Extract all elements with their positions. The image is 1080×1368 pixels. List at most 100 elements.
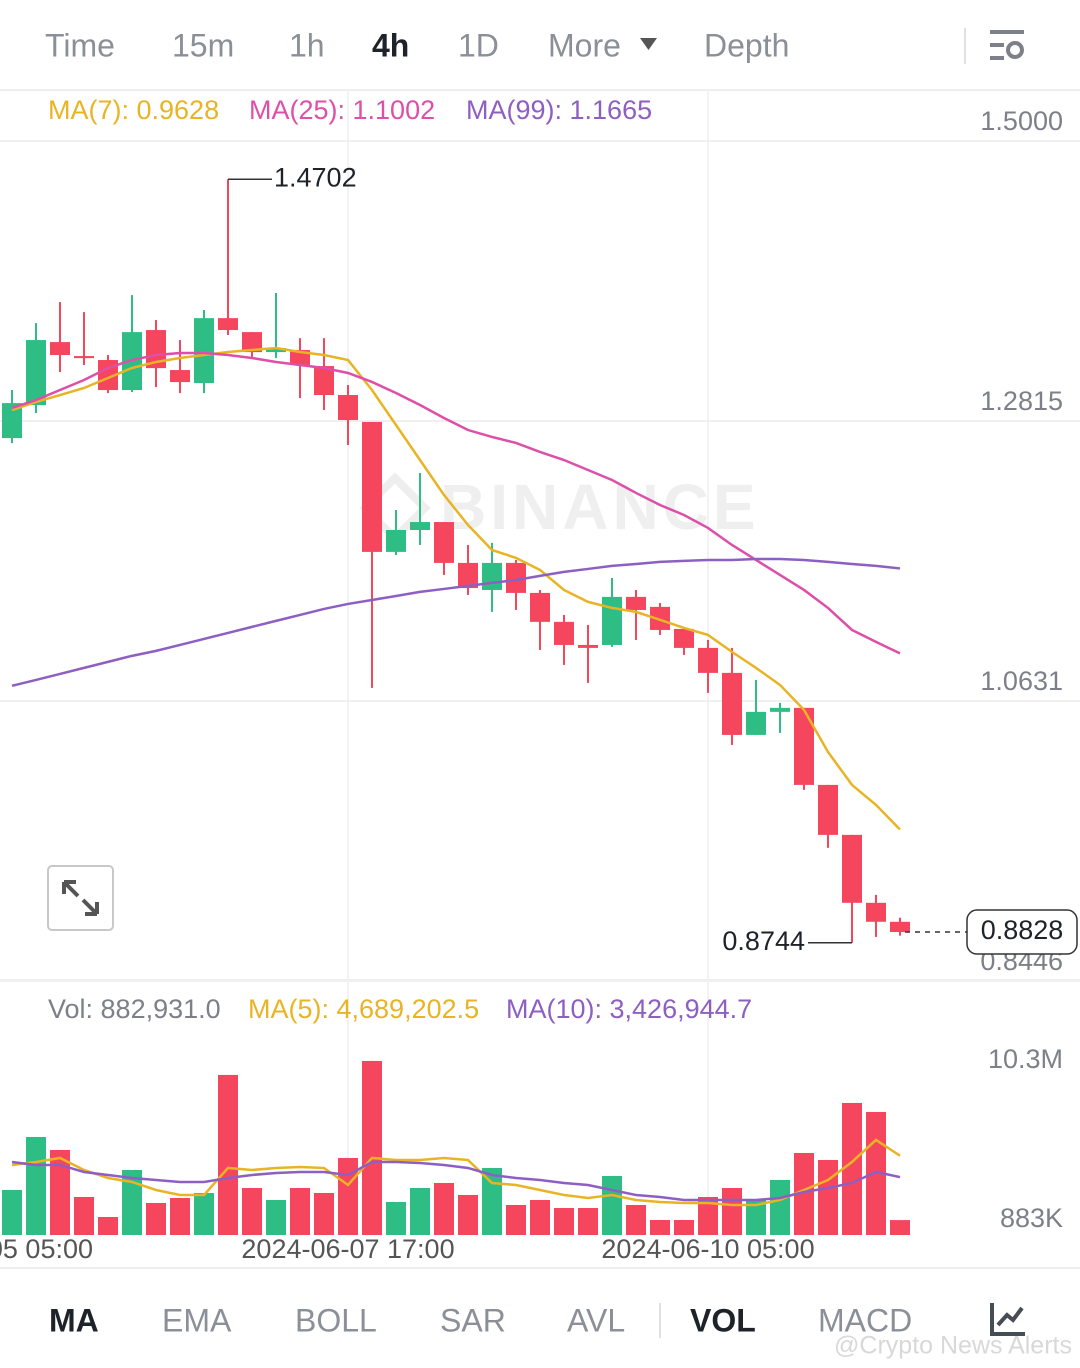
volume-bar bbox=[218, 1074, 238, 1235]
volume-bar bbox=[842, 1102, 862, 1235]
chart-type-icon[interactable] bbox=[990, 1303, 1025, 1336]
volume-bar bbox=[458, 1194, 478, 1235]
volume-bar bbox=[698, 1196, 718, 1235]
candle-body bbox=[314, 366, 334, 396]
volume-bar bbox=[194, 1192, 214, 1235]
legend-item: Vol: 882,931.0 bbox=[48, 994, 221, 1024]
indicator-tab[interactable]: MA bbox=[49, 1302, 99, 1338]
candle-body bbox=[554, 621, 574, 645]
ma-line bbox=[11, 346, 901, 831]
indicator-tab[interactable]: VOL bbox=[690, 1302, 756, 1338]
tab[interactable]: Depth bbox=[704, 27, 789, 63]
watermark: BINANCE bbox=[440, 471, 760, 543]
candle-body bbox=[506, 562, 526, 593]
candle-body bbox=[362, 421, 382, 552]
volume-bar bbox=[794, 1152, 814, 1235]
volume-ma-line bbox=[11, 1160, 901, 1202]
volume-bar bbox=[242, 1187, 262, 1235]
settings-icon[interactable] bbox=[990, 30, 1024, 60]
volume-bar bbox=[554, 1207, 574, 1235]
volume-bar bbox=[746, 1199, 766, 1235]
tab[interactable]: More bbox=[548, 27, 621, 63]
tab[interactable]: 4h bbox=[372, 27, 409, 63]
candle-body bbox=[338, 395, 358, 421]
candle-body bbox=[722, 672, 742, 735]
candle-body bbox=[74, 356, 94, 359]
watermark-credit: @Crypto News Alerts bbox=[834, 1332, 1072, 1360]
x-tick-label: 2024-06-07 17:00 bbox=[241, 1234, 454, 1264]
x-tick-label: 05 05:00 bbox=[0, 1234, 93, 1264]
legend-item: MA(5): 4,689,202.5 bbox=[248, 994, 479, 1024]
volume-bar bbox=[170, 1197, 190, 1235]
y-tick-label: 1.5000 bbox=[980, 106, 1063, 136]
candle-body bbox=[458, 562, 478, 589]
volume-bar bbox=[290, 1187, 310, 1235]
volume-bar bbox=[482, 1167, 502, 1235]
volume-bar bbox=[2, 1189, 22, 1235]
legend-item: MA(25): 1.1002 bbox=[249, 95, 435, 125]
candle-body bbox=[626, 596, 646, 610]
last-price-box bbox=[966, 909, 1078, 955]
volume-bar bbox=[26, 1136, 46, 1235]
y-tick-label: 1.0631 bbox=[980, 666, 1063, 696]
volume-bar bbox=[626, 1204, 646, 1235]
x-tick-label: 2024-06-10 05:00 bbox=[601, 1234, 814, 1264]
candle-body bbox=[146, 330, 166, 369]
candle-body bbox=[2, 403, 22, 439]
tab[interactable]: 15m bbox=[172, 27, 234, 63]
dropdown-arrow bbox=[640, 38, 657, 50]
volume-bar bbox=[98, 1216, 118, 1235]
legend-item: MA(7): 0.9628 bbox=[48, 95, 219, 125]
legend-item: MA(99): 1.1665 bbox=[466, 95, 652, 125]
tab[interactable]: Time bbox=[45, 27, 115, 63]
volume-bar bbox=[74, 1196, 94, 1235]
candle-body bbox=[170, 370, 190, 383]
indicator-tab[interactable]: AVL bbox=[567, 1302, 625, 1338]
volume-bar bbox=[890, 1220, 910, 1235]
tab[interactable]: 1h bbox=[289, 27, 325, 63]
candle-body bbox=[842, 834, 862, 903]
candle-body bbox=[482, 562, 502, 590]
candle-body bbox=[386, 529, 406, 552]
volume-bar bbox=[578, 1207, 598, 1235]
candle-body bbox=[602, 596, 622, 645]
volume-bar bbox=[674, 1219, 694, 1235]
candle-body bbox=[530, 592, 550, 622]
ma-line bbox=[11, 351, 901, 655]
volume-bar bbox=[602, 1175, 622, 1235]
volume-bar bbox=[410, 1187, 430, 1235]
annotation: 0.8744 bbox=[722, 926, 805, 956]
legend-item: MA(10): 3,426,944.7 bbox=[506, 994, 752, 1024]
volume-bar bbox=[362, 1060, 382, 1235]
volume-bar bbox=[650, 1219, 670, 1235]
volume-bar bbox=[146, 1202, 166, 1235]
indicator-tab[interactable]: BOLL bbox=[295, 1302, 377, 1338]
candle-body bbox=[242, 332, 262, 353]
volume-bar bbox=[722, 1187, 742, 1235]
tab[interactable]: 1D bbox=[458, 27, 499, 63]
candle-body bbox=[674, 628, 694, 648]
volume-ma-line bbox=[11, 1138, 901, 1207]
candle-body bbox=[698, 647, 718, 673]
candle-body bbox=[266, 348, 286, 353]
candle-body bbox=[818, 784, 838, 835]
expand-button[interactable] bbox=[47, 865, 114, 931]
y-tick-label: 10.3M bbox=[988, 1044, 1063, 1074]
volume-bar bbox=[506, 1204, 526, 1235]
candle-body bbox=[194, 318, 214, 384]
candle-body bbox=[746, 711, 766, 735]
last-price: 0.8828 bbox=[981, 915, 1064, 945]
candle-body bbox=[794, 707, 814, 785]
indicator-tab[interactable]: EMA bbox=[162, 1302, 232, 1338]
y-tick-label: 1.2815 bbox=[980, 386, 1063, 416]
annotation: 1.4702 bbox=[274, 162, 357, 192]
candle-body bbox=[650, 606, 670, 630]
indicator-tab[interactable]: SAR bbox=[440, 1302, 506, 1338]
volume-bar bbox=[386, 1201, 406, 1235]
ma-line bbox=[11, 557, 901, 688]
candle-body bbox=[890, 921, 910, 933]
indicator-tab[interactable]: MACD bbox=[818, 1302, 912, 1338]
candle-body bbox=[434, 522, 454, 563]
candle-body bbox=[866, 902, 886, 922]
